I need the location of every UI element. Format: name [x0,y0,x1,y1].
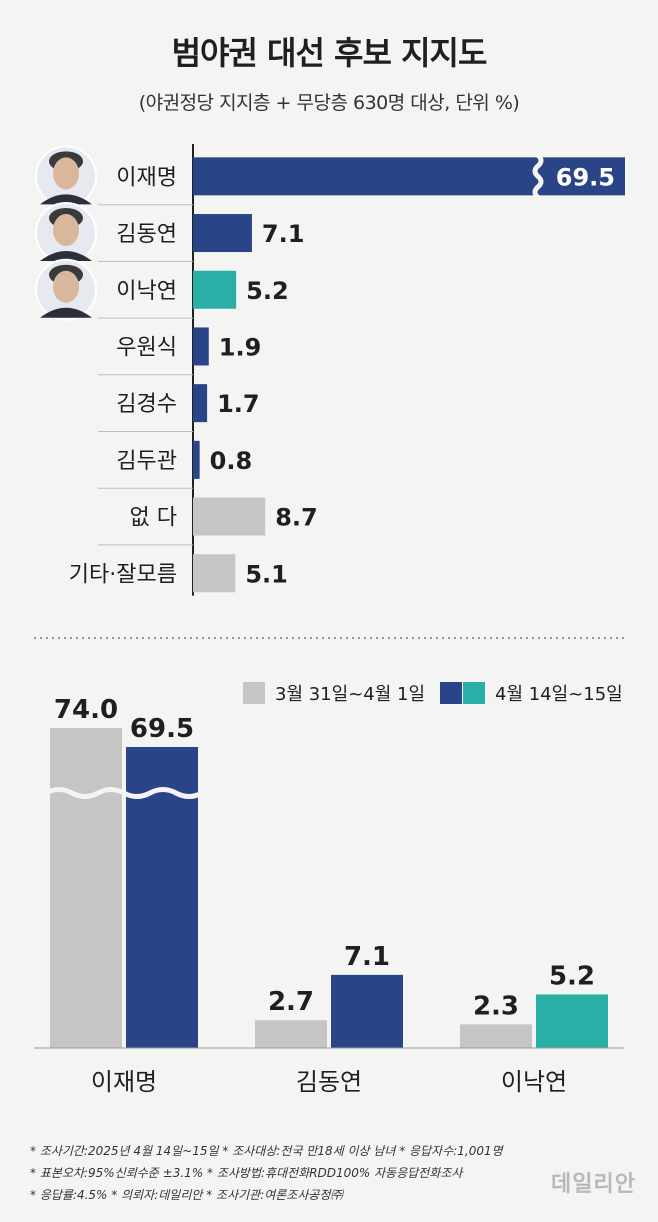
category-label: 이낙연 [116,279,177,304]
data-label: 69.5 [130,714,194,744]
legend-swatch-teal [463,682,485,704]
bar [193,327,209,366]
data-label: 2.3 [473,991,519,1021]
data-label: 7.1 [344,942,390,972]
category-label: 이낙연 [501,1068,567,1096]
legend-swatch-blue [440,682,462,704]
data-label: 1.7 [217,390,260,418]
bar [193,440,200,479]
category-label: 김동연 [116,222,177,247]
data-label: 74.0 [54,695,118,725]
survey-notes: * 조사기간:2025년 4월 14일~15일 * 조사대상:전국 만18세 이… [30,1140,570,1206]
bar [331,974,403,1048]
bar [193,157,625,196]
data-label: 1.9 [219,333,262,361]
data-label: 5.2 [549,961,595,991]
bar [126,747,198,1048]
photo-face [53,214,79,247]
bar [255,1020,327,1048]
data-label: 69.5 [556,163,615,191]
data-label: 0.8 [210,447,253,475]
bar [193,554,236,593]
category-label: 기타·잘모름 [69,562,177,587]
bar [193,270,237,309]
category-label: 이재명 [91,1068,157,1096]
photo-suit [40,194,92,205]
bar [536,994,608,1048]
legend-swatch-gray [243,682,265,704]
legend-label: 3월 31일~4월 1일 [275,684,425,705]
data-label: 5.2 [246,277,289,305]
data-label: 5.1 [245,560,288,588]
bar [193,214,252,253]
chart-title: 범야권 대선 후보 지지도 [171,34,488,72]
category-label: 김두관 [116,449,177,474]
axis-break-mark [532,153,544,200]
data-label: 7.1 [262,220,305,248]
survey-note-line: * 응답률:4.5% * 의뢰자:데일리안 * 조사기관:여론조사공정㈜ [30,1188,343,1202]
data-label: 2.7 [268,987,314,1017]
category-label: 없 다 [130,506,177,531]
axis-break-mark [44,787,204,799]
photo-face [53,270,79,303]
bar [50,728,122,1048]
chart-subtitle: (야권정당 지지층 + 무당층 630명 대상, 단위 %) [138,92,520,114]
bar [193,497,266,536]
category-label: 이재명 [116,165,177,190]
category-label: 김동연 [296,1068,362,1096]
bar [193,384,208,423]
category-label: 김경수 [116,392,177,417]
watermark-logo: 데일리안 [551,1172,636,1197]
photo-suit [40,251,92,262]
bar [460,1024,532,1048]
photo-face [53,157,79,190]
legend-label: 4월 14일~15일 [495,684,623,705]
photo-suit [40,307,92,318]
survey-note-line: * 표본오차:95%신뢰수준 ±3.1% * 조사방법:휴대전화RDD100% … [30,1166,463,1180]
category-label: 우원식 [116,335,177,360]
data-label: 8.7 [275,504,318,532]
survey-note-line: * 조사기간:2025년 4월 14일~15일 * 조사대상:전국 만18세 이… [30,1144,503,1158]
